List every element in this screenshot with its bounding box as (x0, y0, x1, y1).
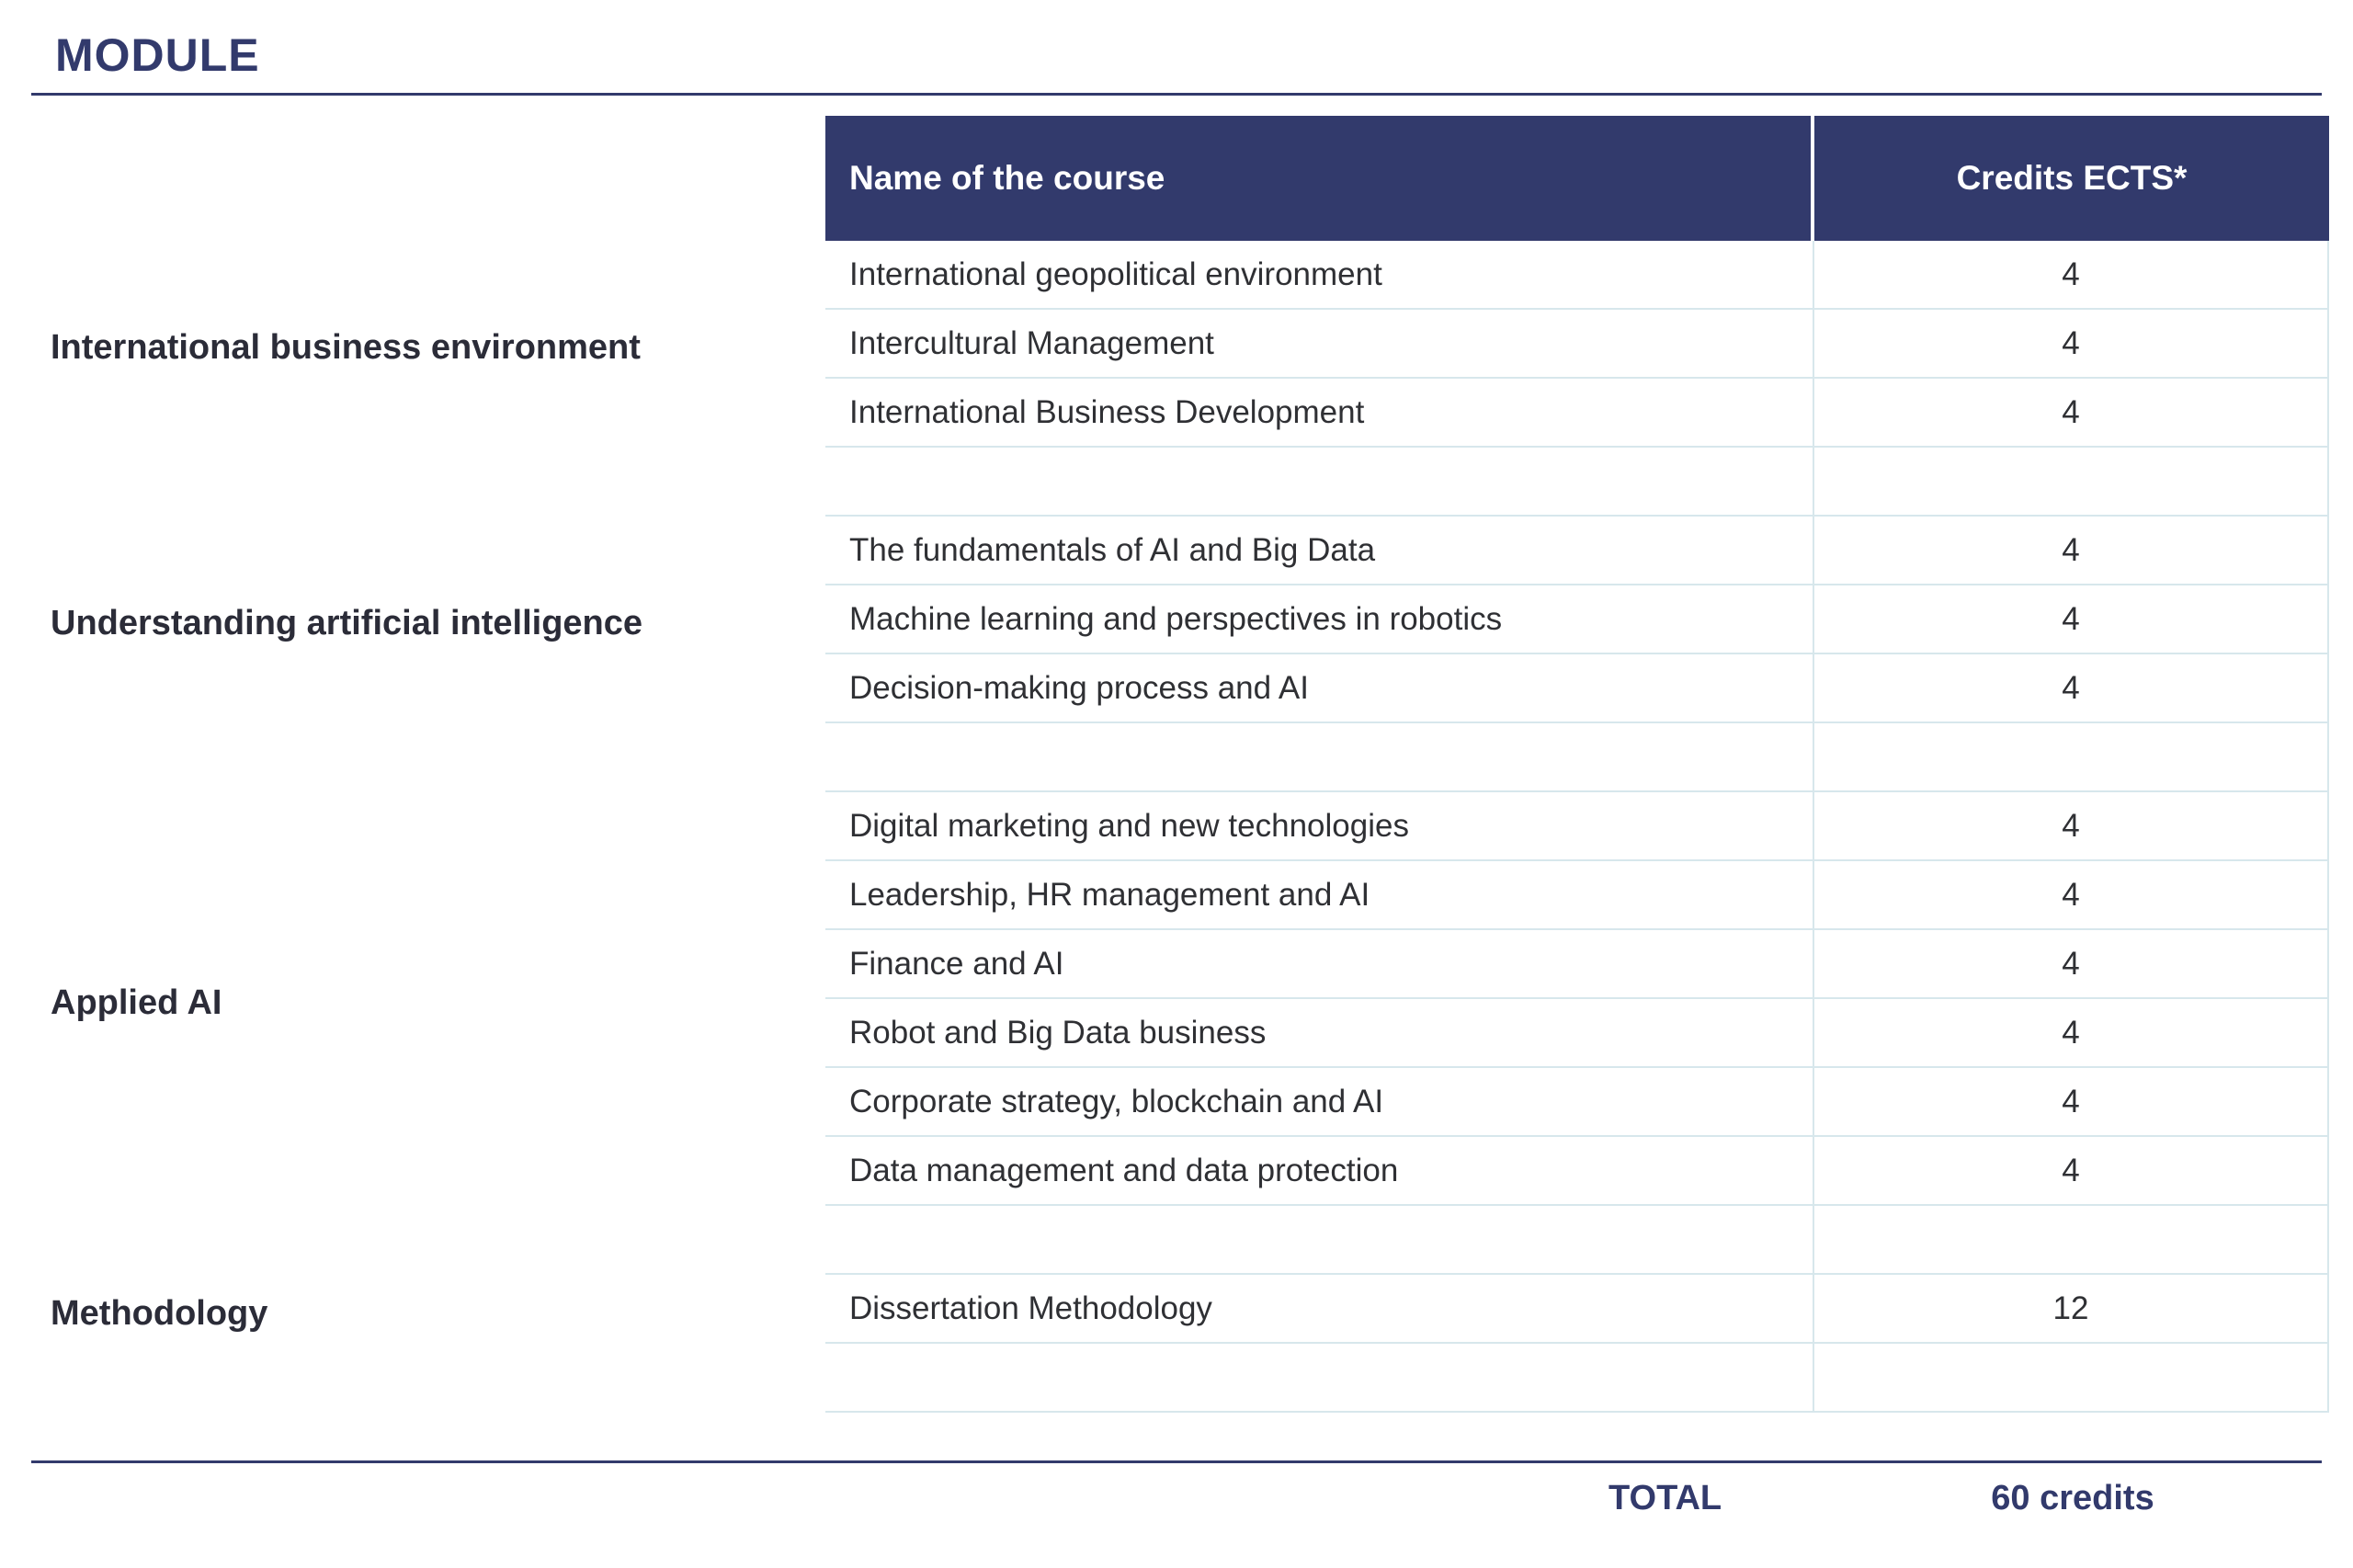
footer-divider (31, 1460, 2322, 1463)
table-row: The fundamentals of AI and Big Data 4 (825, 517, 2327, 585)
course-name: Machine learning and perspectives in rob… (825, 585, 1814, 653)
table-row: Data management and data protection 4 (825, 1137, 2327, 1206)
table-row: Leadership, HR management and AI 4 (825, 861, 2327, 930)
module-label-methodology: Methodology (51, 1294, 268, 1333)
course-name: International geopolitical environment (825, 241, 1814, 308)
course-credits (1814, 448, 2327, 515)
course-credits (1814, 1206, 2327, 1273)
course-table: Name of the course Credits ECTS* Interna… (825, 116, 2329, 1413)
table-header: Name of the course Credits ECTS* (825, 116, 2329, 241)
column-header-credits: Credits ECTS* (1956, 159, 2188, 197)
course-credits: 4 (2062, 945, 2080, 982)
table-row: Intercultural Management 4 (825, 310, 2327, 379)
course-name: Dissertation Methodology (825, 1275, 1814, 1342)
table-row: International geopolitical environment 4 (825, 241, 2327, 310)
table-row: International Business Development 4 (825, 379, 2327, 448)
table-row: Robot and Big Data business 4 (825, 999, 2327, 1068)
column-header-course: Name of the course (825, 116, 1814, 241)
module-label-international-business: International business environment (51, 328, 641, 367)
course-name: Corporate strategy, blockchain and AI (825, 1068, 1814, 1135)
total-label: TOTAL (1608, 1479, 1722, 1517)
course-name: Intercultural Management (825, 310, 1814, 377)
course-credits: 4 (2062, 807, 2080, 844)
table-row-spacer (825, 448, 2327, 517)
course-name: The fundamentals of AI and Big Data (825, 517, 1814, 584)
course-credits: 4 (2062, 669, 2080, 706)
course-name: Data management and data protection (825, 1137, 1814, 1204)
module-label-applied-ai: Applied AI (51, 983, 222, 1022)
module-label-understanding-ai: Understanding artificial intelligence (51, 604, 643, 642)
course-name: Digital marketing and new technologies (825, 792, 1814, 859)
course-name: Finance and AI (825, 930, 1814, 997)
table-row: Decision-making process and AI 4 (825, 654, 2327, 723)
course-name (825, 448, 1814, 515)
course-name (825, 1206, 1814, 1273)
course-credits: 12 (2052, 1290, 2089, 1326)
table-row: Corporate strategy, blockchain and AI 4 (825, 1068, 2327, 1137)
course-credits: 4 (2062, 324, 2080, 361)
header-divider (31, 93, 2322, 96)
course-credits: 4 (2062, 1152, 2080, 1188)
table-row: Finance and AI 4 (825, 930, 2327, 999)
course-name: International Business Development (825, 379, 1814, 446)
course-name (825, 723, 1814, 790)
course-name: Leadership, HR management and AI (825, 861, 1814, 928)
course-credits: 4 (2062, 531, 2080, 568)
table-row: Dissertation Methodology 12 (825, 1275, 2327, 1344)
course-credits: 4 (2062, 600, 2080, 637)
course-credits (1814, 723, 2327, 790)
table-body: International geopolitical environment 4 … (825, 241, 2329, 1413)
course-credits: 4 (2062, 256, 2080, 292)
table-row-spacer (825, 1344, 2327, 1413)
course-credits: 4 (2062, 876, 2080, 913)
table-row: Digital marketing and new technologies 4 (825, 792, 2327, 861)
course-name (825, 1344, 1814, 1411)
course-credits (1814, 1344, 2327, 1411)
course-name: Decision-making process and AI (825, 654, 1814, 722)
course-credits: 4 (2062, 393, 2080, 430)
table-row-spacer (825, 1206, 2327, 1275)
table-row: Machine learning and perspectives in rob… (825, 585, 2327, 654)
course-credits: 4 (2062, 1014, 2080, 1051)
course-name: Robot and Big Data business (825, 999, 1814, 1066)
course-credits: 4 (2062, 1083, 2080, 1119)
total-value: 60 credits (1991, 1479, 2154, 1517)
table-row-spacer (825, 723, 2327, 792)
page-title: MODULE (55, 29, 260, 81)
